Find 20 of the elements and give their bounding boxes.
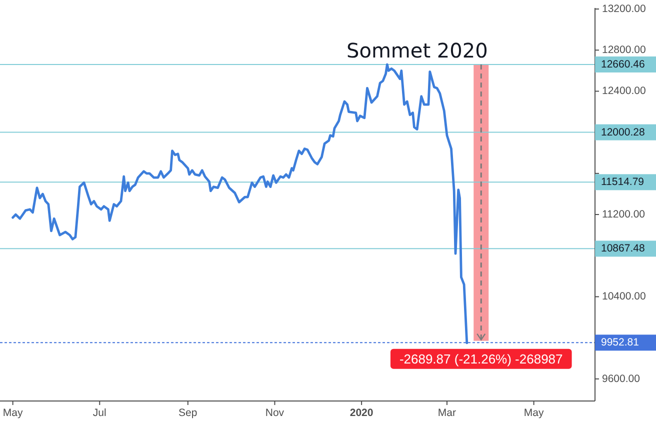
ref-line-label: 12660.46 — [601, 58, 645, 70]
x-tick-label: May — [2, 407, 24, 419]
x-tick-label: Mar — [438, 407, 456, 419]
ref-line-label: 9952.81 — [601, 336, 640, 349]
ref-line-label: 10867.48 — [601, 242, 645, 255]
y-tick-label: 9600.00 — [602, 372, 640, 385]
y-tick-label: 12400.00 — [602, 85, 646, 98]
annotation: Sommet 2020 — [346, 38, 488, 62]
x-tick-label: Jul — [92, 407, 106, 419]
y-tick-label: 11200.00 — [602, 208, 646, 221]
y-tick-label: 13200.00 — [602, 3, 646, 16]
ref-line-label: 12000.28 — [601, 126, 645, 138]
x-tick-label: May — [524, 407, 544, 419]
y-tick-label: 12800.00 — [602, 44, 646, 56]
x-tick-label: 2020 — [350, 407, 374, 419]
y-tick-label: 10400.00 — [602, 290, 646, 303]
x-tick-label: Sep — [178, 407, 198, 419]
ref-line-label: 11514.79 — [601, 176, 644, 188]
data-label: -2689.87 (-21.26%) -268987 — [399, 351, 563, 366]
x-tick-label: Nov — [265, 407, 285, 419]
